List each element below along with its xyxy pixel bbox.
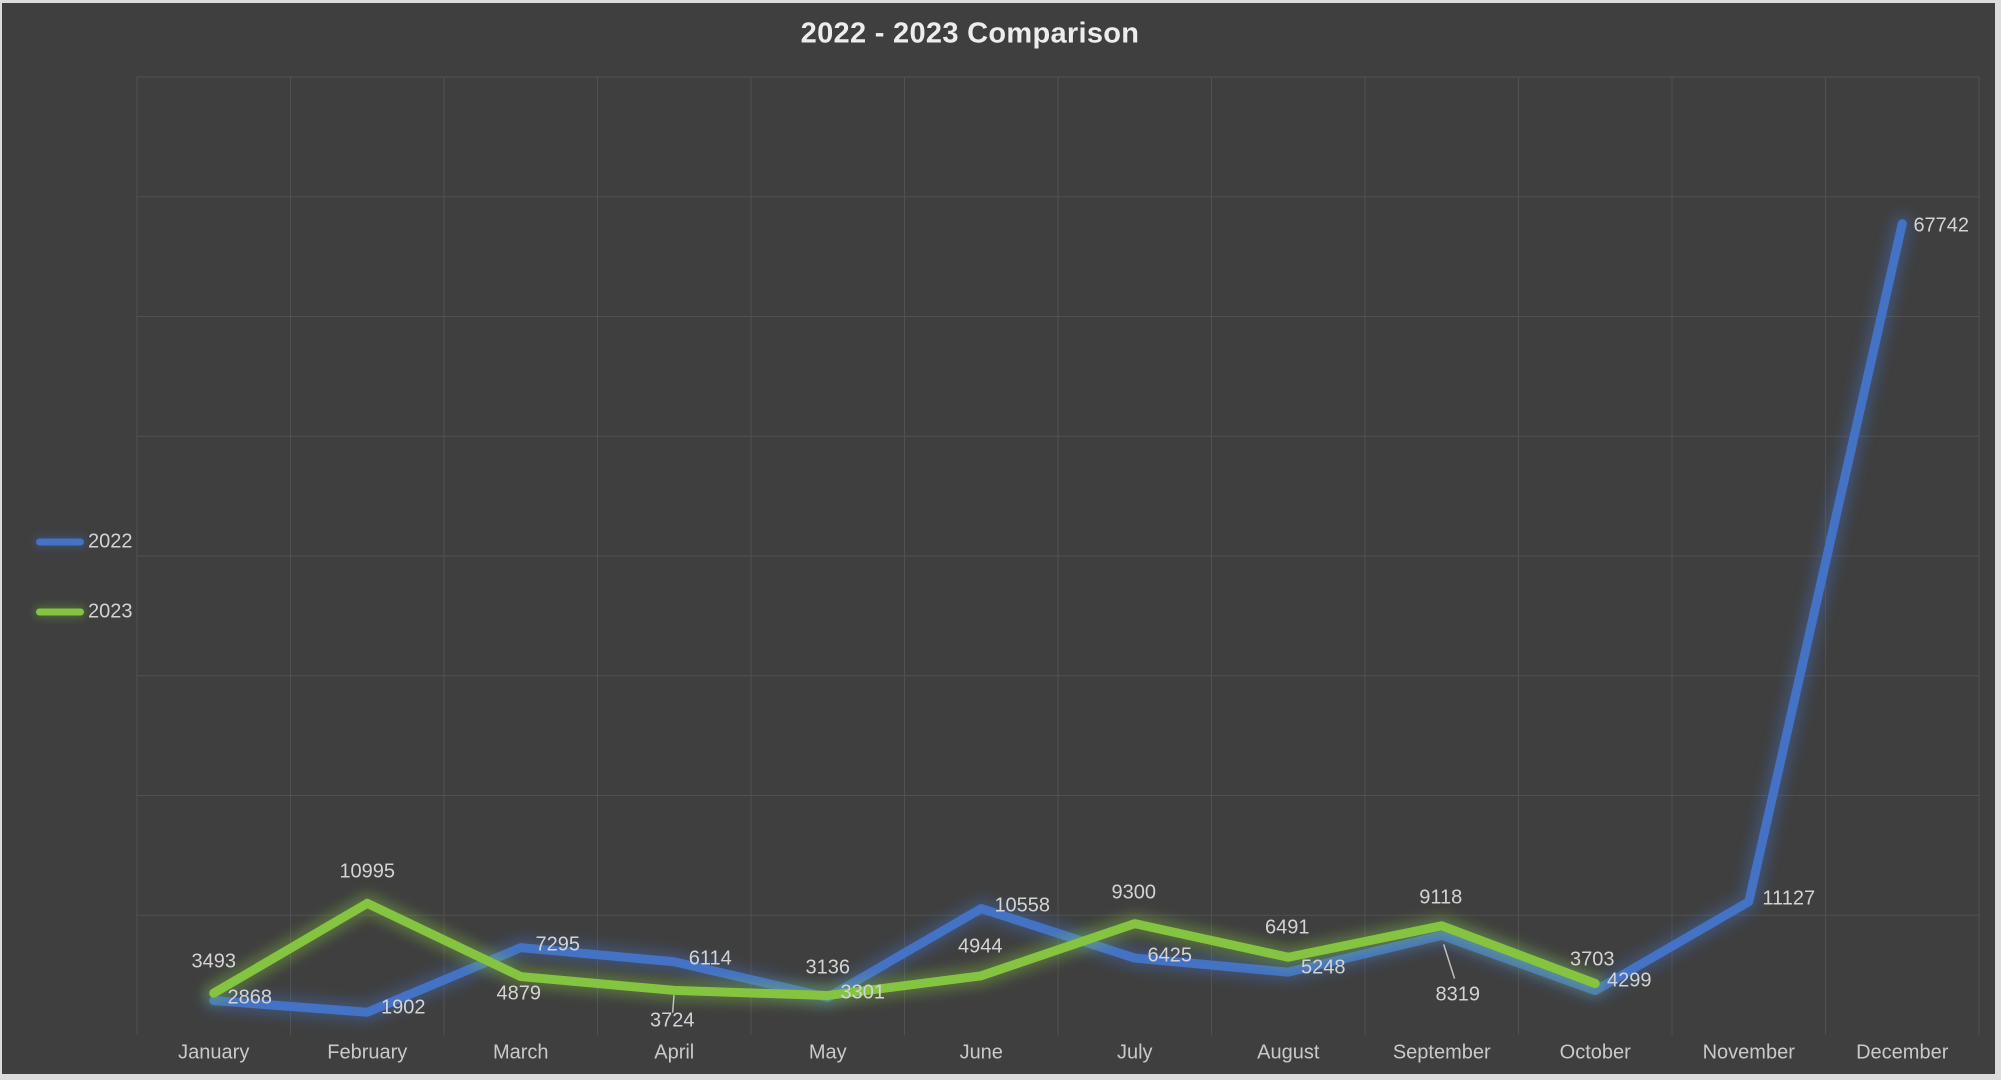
legend-swatch-2022-line [36,538,84,546]
chart-title: 2022 - 2023 Comparison [800,17,1140,50]
legend-swatch-2023-line [36,608,84,616]
legend-label-2022: 2022 [88,530,133,553]
legend-item-2022[interactable]: 2022 [36,531,133,554]
series-line-2023[interactable] [203,893,1606,1006]
legend-label-2023: 2023 [88,600,133,623]
label-leader-lines [671,944,1456,1013]
gridlines [136,76,1980,1035]
series-lines [203,213,1913,1023]
legend-item-2023[interactable]: 2023 [36,601,133,624]
